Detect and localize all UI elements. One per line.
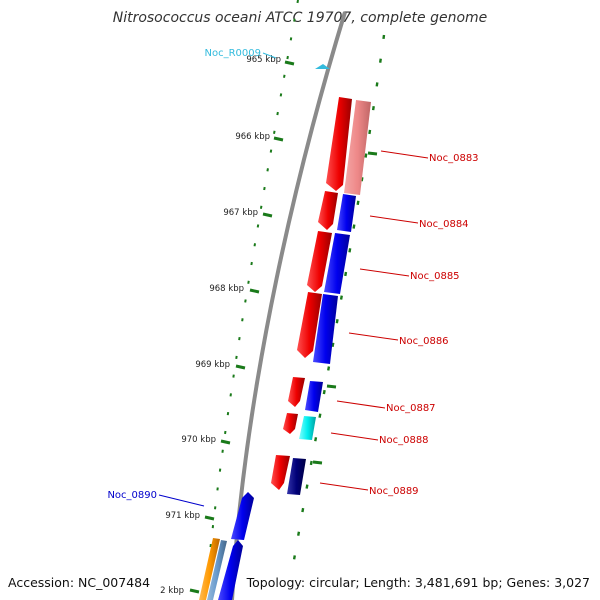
- red-gene-track: [271, 97, 352, 490]
- label-noc-r0009[interactable]: Noc_R0009: [205, 48, 262, 59]
- second-gene-track: [287, 100, 371, 495]
- footer-right-bg: [255, 570, 600, 594]
- label-noc-0890[interactable]: Noc_0890: [107, 490, 157, 501]
- feature-noc-r0009[interactable]: [315, 64, 330, 69]
- outer-tick-ring: [292, 34, 386, 561]
- feature-noc-0883-pink[interactable]: [344, 100, 371, 195]
- feature-lower-orange[interactable]: [199, 538, 220, 600]
- feature-noc-0889-navy[interactable]: [287, 458, 306, 495]
- feature-lower-steel[interactable]: [207, 540, 227, 600]
- accession-text: Accession: NC_007484: [8, 575, 150, 590]
- feature-noc-0886-blue[interactable]: [313, 294, 338, 364]
- feature-noc-0888-cyan[interactable]: [299, 416, 316, 440]
- feature-noc-0889[interactable]: [271, 455, 290, 490]
- tick-label-970: 970 kbp: [181, 435, 216, 445]
- tick-label-969: 969 kbp: [195, 360, 230, 370]
- feature-noc-0887-blue[interactable]: [305, 381, 323, 412]
- tick-label-968: 968 kbp: [209, 284, 244, 294]
- outer-major-ticks: [312, 151, 378, 465]
- tick-label-971: 971 kbp: [165, 511, 200, 521]
- label-noc-0887[interactable]: Noc_0887: [386, 403, 436, 414]
- major-ticks: [189, 60, 295, 594]
- tick-label-966: 966 kbp: [235, 132, 270, 142]
- label-noc-0888[interactable]: Noc_0888: [379, 435, 429, 446]
- label-noc-0889[interactable]: Noc_0889: [369, 486, 419, 497]
- label-leaders: [158, 52, 429, 507]
- summary-text: Topology: circular; Length: 3,481,691 bp…: [246, 575, 590, 590]
- map-title: Nitrosococcus oceani ATCC 19707, complet…: [113, 10, 488, 26]
- feature-noc-0886[interactable]: [297, 292, 322, 358]
- feature-noc-0890[interactable]: [231, 492, 254, 540]
- feature-noc-0888[interactable]: [283, 413, 298, 434]
- label-noc-0884[interactable]: Noc_0884: [419, 219, 469, 230]
- inner-tick-ring: [204, 0, 299, 600]
- feature-noc-0884-blue[interactable]: [337, 194, 356, 232]
- label-noc-0885[interactable]: Noc_0885: [410, 271, 460, 282]
- tick-label-972: 972 kbp: [149, 586, 184, 596]
- feature-noc-0884[interactable]: [318, 191, 338, 230]
- tick-label-965: 965 kbp: [246, 55, 281, 65]
- feature-noc-0887[interactable]: [288, 377, 305, 407]
- label-noc-0886[interactable]: Noc_0886: [399, 336, 449, 347]
- footer-left-bg: [0, 570, 160, 594]
- feature-noc-0883[interactable]: [326, 97, 352, 191]
- feature-noc-0885[interactable]: [307, 231, 332, 292]
- feature-lower-blue[interactable]: [218, 540, 243, 600]
- tick-label-967: 967 kbp: [223, 208, 258, 218]
- feature-noc-0885-blue[interactable]: [324, 233, 350, 294]
- label-noc-0883[interactable]: Noc_0883: [429, 153, 479, 164]
